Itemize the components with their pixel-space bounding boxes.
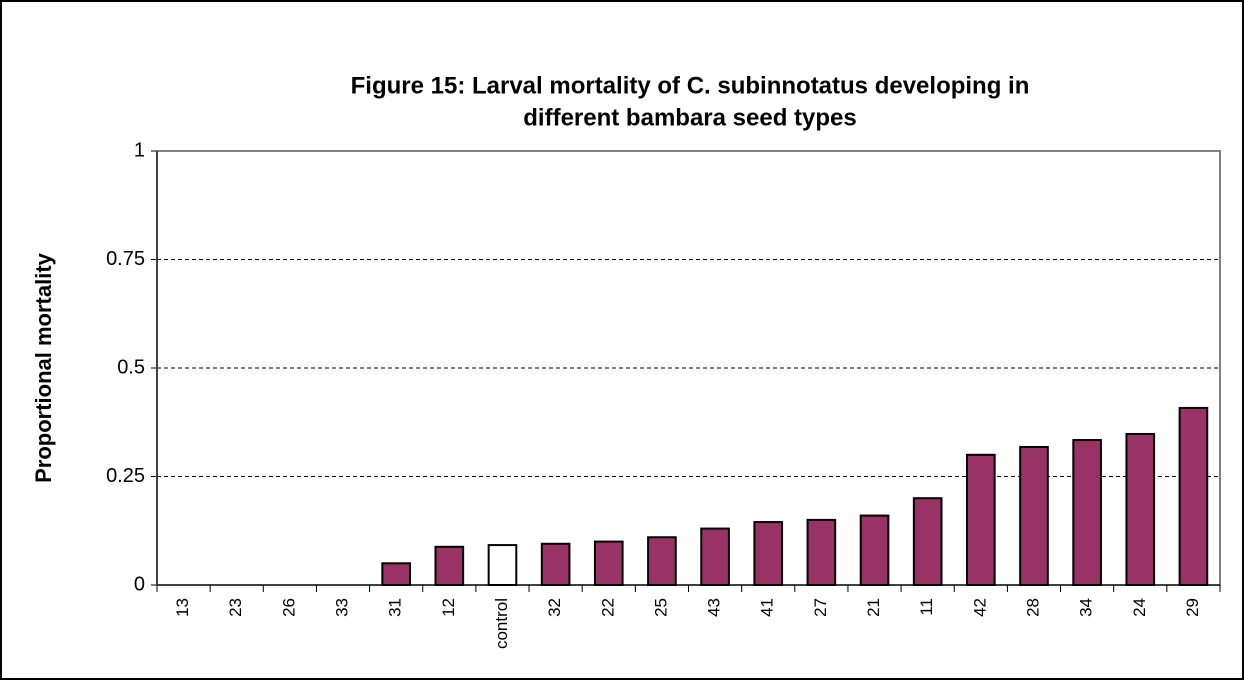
bar (1125, 432, 1156, 586)
bar (966, 453, 996, 586)
x-tick-label: 12 (439, 598, 458, 617)
x-tick-label: 34 (1077, 598, 1096, 617)
x-tick-label: 23 (226, 598, 245, 617)
x-tick-label: 31 (386, 598, 405, 617)
x-tick-label: control (492, 598, 511, 649)
x-tick-label: 13 (173, 598, 192, 617)
y-axis-label: Proportional mortality (31, 252, 56, 483)
x-tick-label: 25 (651, 598, 670, 617)
bar (912, 497, 943, 587)
bar (540, 542, 571, 587)
bar (753, 521, 784, 587)
x-tick-label: 28 (1023, 598, 1042, 617)
bar (700, 527, 730, 587)
bar (806, 518, 837, 587)
x-tick-label: 32 (545, 598, 564, 617)
x-tick-label: 27 (811, 598, 830, 617)
y-tick-label: 0.75 (106, 248, 145, 270)
bar (1178, 406, 1209, 587)
bar (859, 514, 890, 586)
x-tick-label: 43 (705, 598, 724, 617)
bar (1019, 445, 1049, 586)
y-tick-label: 0.5 (117, 356, 145, 378)
x-tick-label: 29 (1183, 598, 1202, 617)
x-tick-label: 42 (970, 598, 989, 617)
bar (593, 540, 624, 586)
x-tick-label: 41 (758, 598, 777, 617)
bar (434, 545, 465, 586)
x-tick-label: 11 (917, 598, 936, 616)
x-tick-label: 22 (598, 598, 617, 617)
bar (1072, 439, 1102, 586)
bar (647, 536, 677, 587)
chart-title: different bambara seed types (523, 104, 856, 131)
x-tick-label: 24 (1130, 598, 1149, 617)
y-tick-label: 1 (134, 139, 145, 161)
bar (487, 544, 518, 587)
y-tick-label: 0 (134, 573, 145, 595)
x-tick-label: 33 (333, 598, 352, 617)
x-tick-label: 26 (279, 598, 298, 617)
x-tick-label: 21 (864, 598, 883, 617)
bar (381, 562, 411, 586)
y-tick-label: 0.25 (106, 465, 145, 487)
chart-title: Figure 15: Larval mortality of C. subinn… (351, 72, 1030, 99)
